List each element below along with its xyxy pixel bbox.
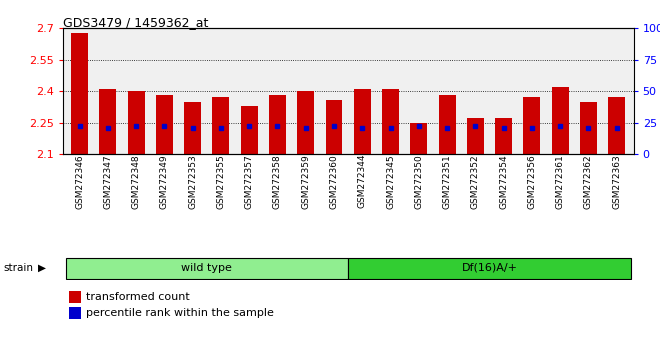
Bar [71,33,88,154]
Bar [467,118,484,154]
Bar [580,102,597,154]
Bar [100,89,116,154]
Text: GSM272345: GSM272345 [386,154,395,209]
Text: wild type: wild type [182,263,232,273]
Text: GSM272350: GSM272350 [414,154,423,209]
Text: GSM272361: GSM272361 [556,154,564,209]
Text: GSM272357: GSM272357 [245,154,253,209]
Text: GSM272349: GSM272349 [160,154,169,209]
Text: GSM272363: GSM272363 [612,154,621,209]
Text: GDS3479 / 1459362_at: GDS3479 / 1459362_at [63,16,208,29]
Text: GSM272352: GSM272352 [471,154,480,209]
Text: strain: strain [3,263,33,273]
Text: GSM272347: GSM272347 [104,154,112,209]
Bar [297,91,314,154]
Text: GSM272348: GSM272348 [132,154,141,209]
Text: GSM272344: GSM272344 [358,154,367,209]
Text: GSM272358: GSM272358 [273,154,282,209]
Text: GSM272346: GSM272346 [75,154,84,209]
Text: GSM272351: GSM272351 [443,154,451,209]
Bar [608,97,625,154]
Text: GSM272360: GSM272360 [329,154,339,209]
Text: GSM272356: GSM272356 [527,154,537,209]
Text: GSM272359: GSM272359 [301,154,310,209]
Text: Df(16)A/+: Df(16)A/+ [461,263,517,273]
Bar [325,99,343,154]
Bar [156,95,173,154]
Text: GSM272355: GSM272355 [216,154,226,209]
Bar [213,97,230,154]
Bar [495,118,512,154]
Bar [382,89,399,154]
Bar [354,89,371,154]
Text: GSM272362: GSM272362 [584,154,593,209]
Bar [411,122,427,154]
Text: transformed count: transformed count [86,292,189,302]
Bar [127,91,145,154]
Bar [269,95,286,154]
Bar [65,258,348,279]
Text: ▶: ▶ [38,263,46,273]
Text: GSM272354: GSM272354 [499,154,508,209]
Bar [241,106,257,154]
Bar [552,87,569,154]
Bar [348,258,631,279]
Bar [523,97,541,154]
Bar [184,102,201,154]
Text: GSM272353: GSM272353 [188,154,197,209]
Bar [439,95,455,154]
Text: percentile rank within the sample: percentile rank within the sample [86,308,274,318]
